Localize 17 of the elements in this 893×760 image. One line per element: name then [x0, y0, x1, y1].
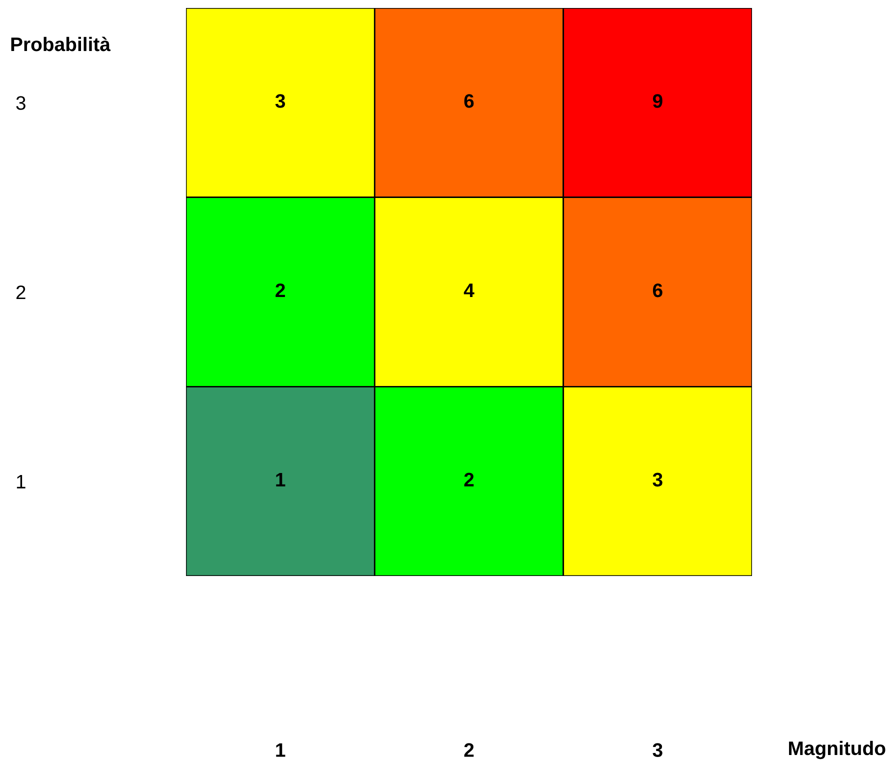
data-label: 9: [652, 94, 662, 108]
y-axis-title: Probabilità: [11, 36, 111, 52]
data-label: 3: [652, 472, 662, 487]
data-label: 2: [464, 472, 474, 486]
data-label: 1: [276, 472, 286, 486]
y-tick-label: 3: [16, 96, 26, 110]
x-axis-title: Magnitudo: [789, 740, 886, 760]
y-tick-label: 1: [16, 475, 26, 488]
data-label: 6: [464, 94, 474, 108]
x-tick-label: 1: [276, 743, 286, 757]
x-tick-label: 2: [464, 743, 474, 757]
data-label: 4: [464, 284, 474, 298]
data-label: 2: [276, 283, 285, 298]
data-label: 3: [275, 94, 286, 108]
x-tick-label: 3: [652, 743, 662, 757]
data-label: 6: [652, 283, 662, 298]
y-tick-label: 2: [16, 285, 26, 300]
